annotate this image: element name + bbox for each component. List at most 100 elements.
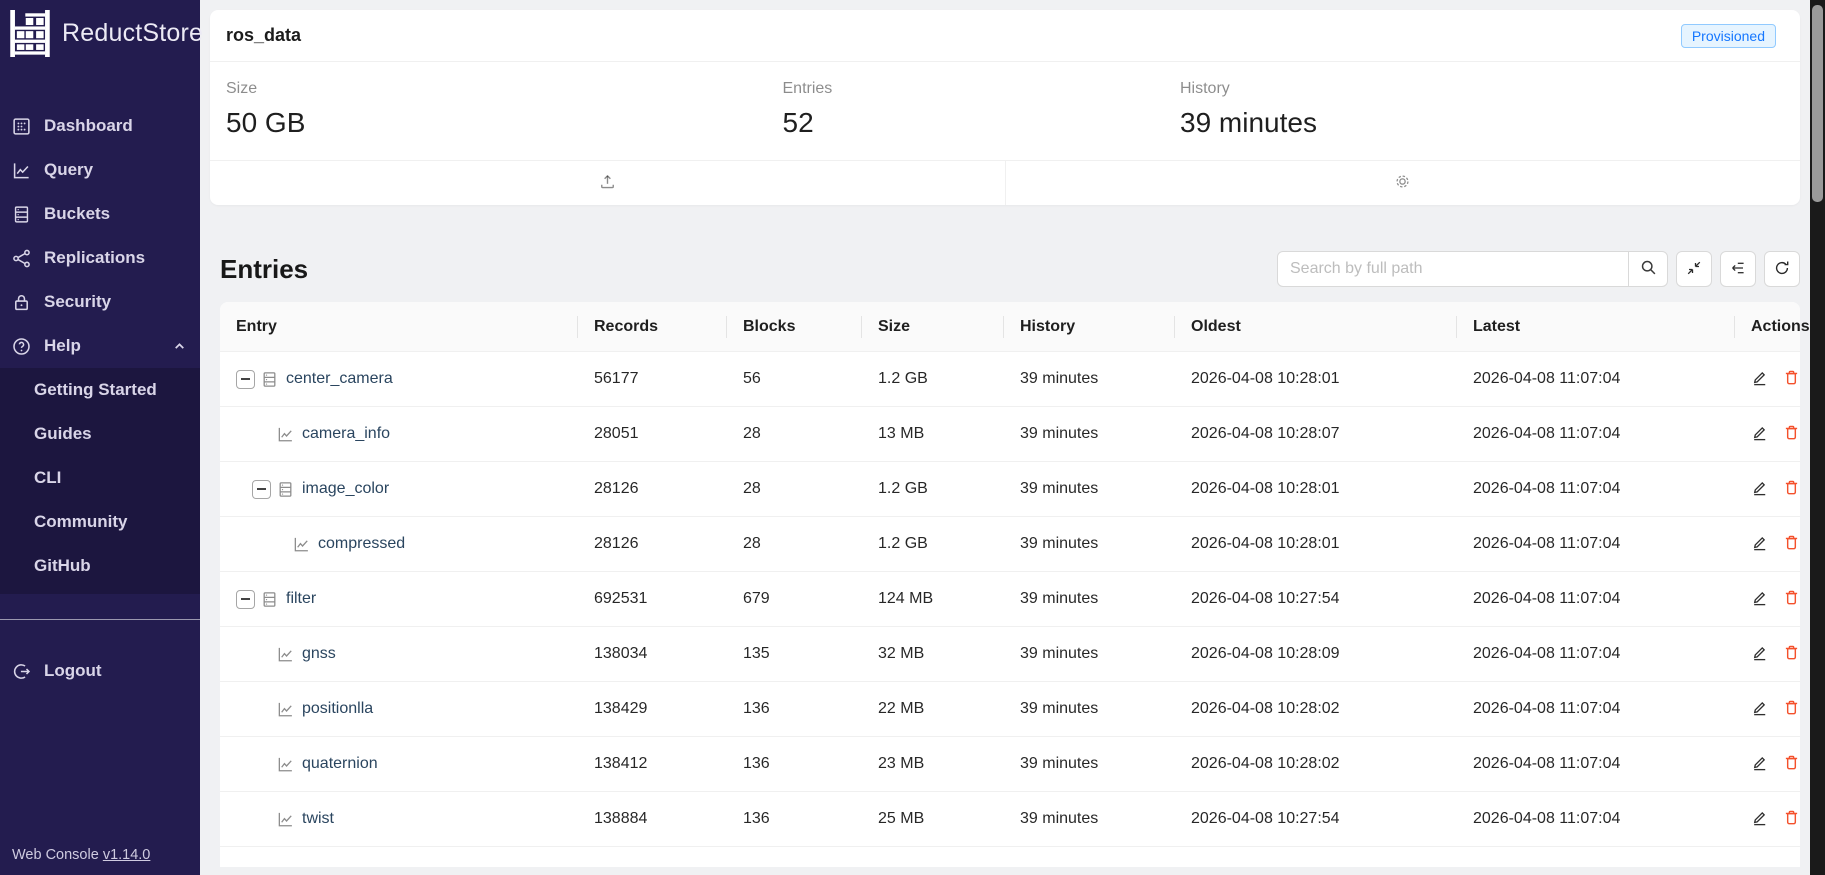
entry-cell: center_camera: [220, 369, 578, 389]
latest-cell: 2026-04-08 11:07:04: [1473, 755, 1621, 772]
delete-entry-button[interactable]: [1783, 424, 1800, 444]
table-row: gnss 138034 135 32 MB 39 minutes 2026-04-08 1…: [220, 627, 1800, 682]
scrollbar-thumb[interactable]: [1812, 5, 1823, 202]
collapse-rows-button[interactable]: [1676, 251, 1712, 287]
entries-toolbar: [1277, 251, 1800, 287]
sidebar-menu: Dashboard Query Buckets Replications Securit…: [0, 104, 200, 368]
delete-entry-button[interactable]: [1783, 644, 1800, 664]
entry-link[interactable]: twist: [302, 810, 334, 827]
provisioned-badge: Provisioned: [1680, 23, 1776, 48]
sidebar-subitem-getting-started[interactable]: Getting Started: [34, 380, 157, 399]
sidebar-item-label: Buckets: [44, 204, 111, 223]
fold-tree-button[interactable]: [1720, 251, 1756, 287]
sidebar-subitem-github[interactable]: GitHub: [34, 556, 91, 575]
sidebar-subitem-guides[interactable]: Guides: [34, 424, 92, 443]
records-cell: 138429: [594, 700, 648, 717]
sidebar-divider: [0, 619, 200, 620]
sidebar-item-replications[interactable]: Replications: [0, 236, 200, 280]
collapse-row-button[interactable]: [252, 479, 271, 499]
delete-entry-button[interactable]: [1783, 809, 1800, 829]
collapse-row-button[interactable]: [236, 369, 255, 389]
size-cell: 1.2 GB: [878, 535, 928, 552]
edit-entry-button[interactable]: [1751, 479, 1768, 499]
trash-icon: [1783, 809, 1800, 829]
entry-link[interactable]: image_color: [302, 480, 390, 497]
edit-entry-button[interactable]: [1751, 369, 1768, 389]
delete-entry-button[interactable]: [1783, 534, 1800, 554]
trash-icon: [1783, 479, 1800, 499]
sidebar-item-label: Security: [44, 292, 112, 311]
trash-icon: [1783, 644, 1800, 664]
sidebar-item-buckets[interactable]: Buckets: [0, 192, 200, 236]
history-cell: 39 minutes: [1020, 480, 1099, 497]
entry-link[interactable]: quaternion: [302, 755, 378, 772]
sidebar-item-logout[interactable]: Logout: [0, 649, 200, 693]
tree-indent: [236, 544, 252, 545]
table-row: filter 692531 679 124 MB 39 minutes 2026-04-0…: [220, 572, 1800, 627]
logo[interactable]: ReductStore: [0, 0, 203, 67]
tree-indent: [236, 819, 252, 820]
edit-entry-button[interactable]: [1751, 534, 1768, 554]
table-row: quaternion 138412 136 23 MB 39 minutes 2026-0…: [220, 737, 1800, 792]
oldest-cell: 2026-04-08 10:28:01: [1191, 370, 1340, 387]
entry-link[interactable]: positionlla: [302, 700, 374, 717]
edit-entry-button[interactable]: [1751, 809, 1768, 829]
edit-entry-button[interactable]: [1751, 699, 1768, 719]
search-button[interactable]: [1628, 251, 1668, 287]
refresh-button[interactable]: [1764, 251, 1800, 287]
help-icon: [12, 337, 32, 356]
actions-cell: [1735, 534, 1800, 554]
size-cell: 23 MB: [878, 755, 925, 772]
entry-cell: compressed: [220, 535, 578, 553]
sidebar-item-dashboard[interactable]: Dashboard: [0, 104, 200, 148]
collapse-row-button[interactable]: [236, 589, 255, 609]
tree-indent: [236, 654, 252, 655]
scrollbar[interactable]: [1810, 0, 1825, 875]
sidebar-item-security[interactable]: Security: [0, 280, 200, 324]
bucket-card-actions: [210, 160, 1800, 205]
entry-link[interactable]: gnss: [302, 645, 336, 662]
table-row: image_color 28126 28 1.2 GB 39 minutes 2026-0…: [220, 462, 1800, 517]
column-header-entry: Entry: [220, 302, 578, 351]
sidebar-subitem-cli[interactable]: CLI: [34, 468, 62, 487]
delete-entry-button[interactable]: [1783, 479, 1800, 499]
upload-button[interactable]: [210, 161, 1005, 205]
edit-entry-button[interactable]: [1751, 589, 1768, 609]
delete-entry-button[interactable]: [1783, 699, 1800, 719]
delete-entry-button[interactable]: [1783, 369, 1800, 389]
latest-cell: 2026-04-08 11:07:04: [1473, 645, 1621, 662]
edit-entry-button[interactable]: [1751, 754, 1768, 774]
entry-cell: gnss: [220, 645, 578, 663]
entry-link[interactable]: filter: [286, 590, 317, 607]
latest-cell: 2026-04-08 11:07:04: [1473, 810, 1621, 827]
entry-link[interactable]: compressed: [318, 535, 406, 552]
column-header-records: Records: [578, 302, 727, 351]
edit-entry-button[interactable]: [1751, 644, 1768, 664]
records-cell: 28126: [594, 535, 639, 552]
sidebar-item-query[interactable]: Query: [0, 148, 200, 192]
edit-entry-button[interactable]: [1751, 424, 1768, 444]
version-link[interactable]: v1.14.0: [102, 847, 151, 863]
trash-icon: [1783, 369, 1800, 389]
settings-button[interactable]: [1004, 161, 1801, 205]
sidebar-subitem-community[interactable]: Community: [34, 512, 128, 531]
database-icon: [261, 591, 278, 608]
oldest-cell: 2026-04-08 10:28:01: [1191, 480, 1340, 497]
size-cell: 13 MB: [878, 425, 925, 442]
oldest-cell: 2026-04-08 10:27:54: [1191, 590, 1340, 607]
actions-cell: [1735, 699, 1800, 719]
actions-cell: [1735, 424, 1800, 444]
search-input[interactable]: [1277, 251, 1629, 287]
entry-link[interactable]: camera_info: [302, 425, 391, 442]
entry-link[interactable]: center_camera: [286, 370, 393, 387]
tree-indent: [252, 544, 268, 545]
chart-icon: [277, 426, 294, 443]
edit-icon: [1751, 479, 1768, 499]
blocks-cell: 28: [743, 425, 761, 442]
delete-entry-button[interactable]: [1783, 754, 1800, 774]
size-cell: 32 MB: [878, 645, 925, 662]
sidebar-item-help[interactable]: Help: [0, 324, 200, 368]
delete-entry-button[interactable]: [1783, 589, 1800, 609]
column-header-latest: Latest: [1457, 302, 1735, 351]
help-submenu: Getting Started Guides CLI Community GitHub: [0, 368, 200, 594]
